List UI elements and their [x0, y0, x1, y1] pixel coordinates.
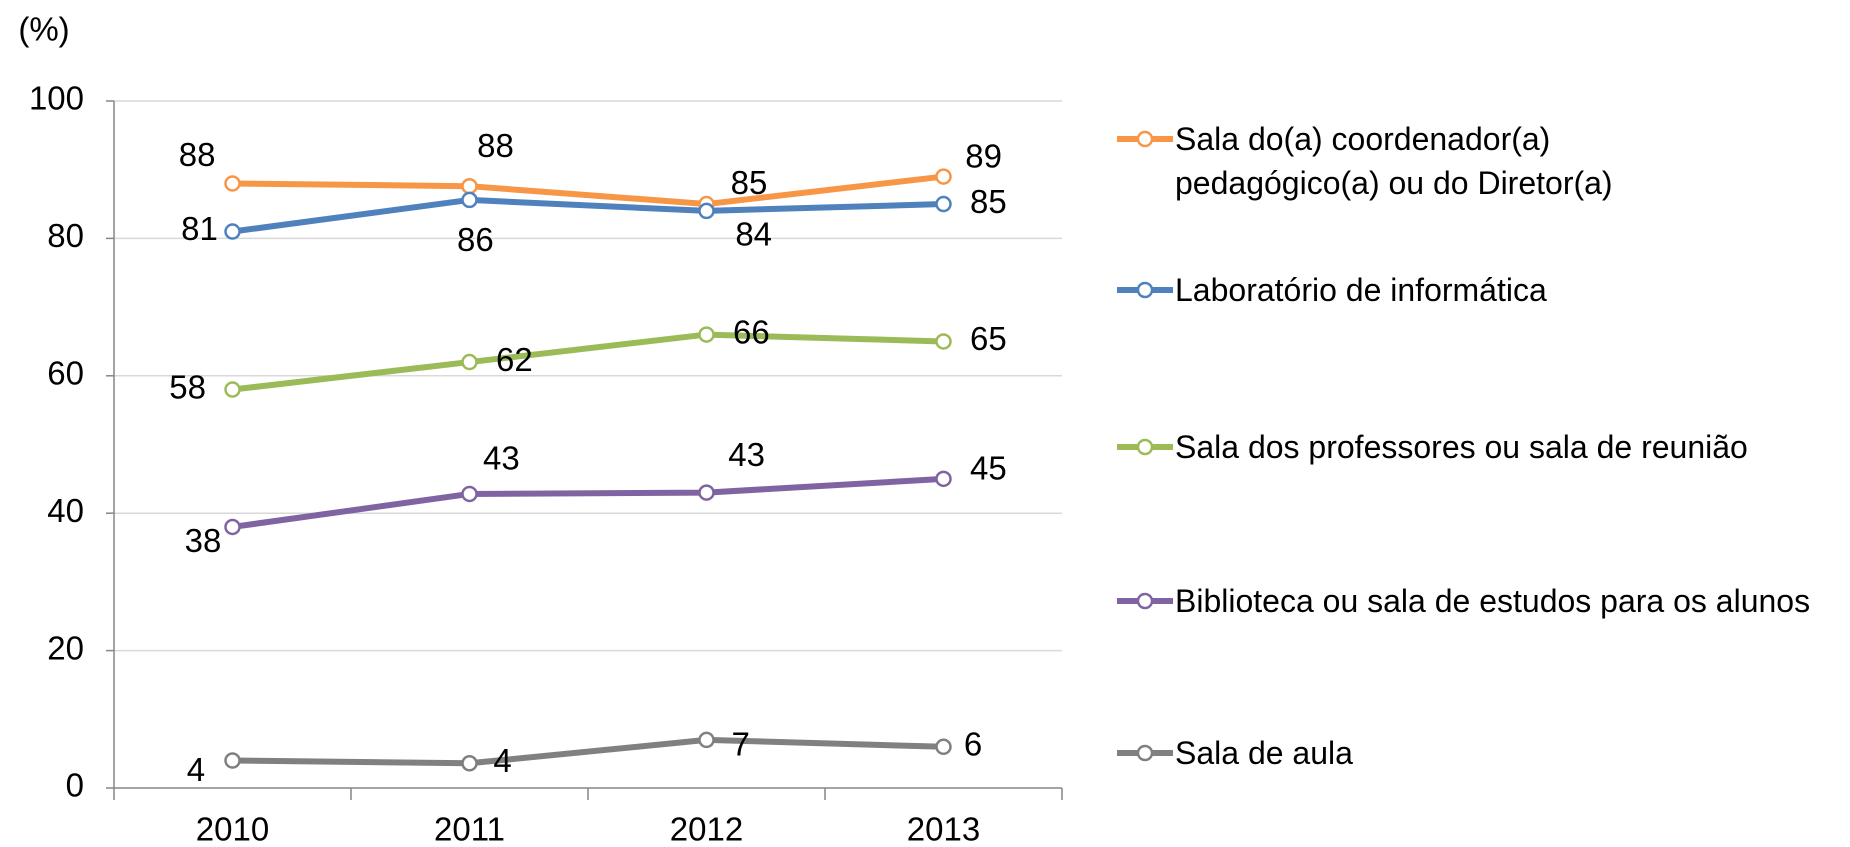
marker	[935, 195, 952, 213]
legend-swatch	[1117, 438, 1173, 456]
marker	[698, 731, 715, 749]
legend-entry: Laboratório de informática	[1115, 268, 1835, 312]
legend-marker	[1136, 281, 1154, 299]
data-label: 65	[970, 320, 1007, 357]
y-tick-label: 100	[29, 80, 84, 117]
marker	[224, 223, 241, 240]
legend-marker	[1136, 744, 1154, 762]
data-label: 4	[187, 751, 205, 788]
data-label: 85	[731, 164, 768, 201]
marker	[935, 333, 952, 350]
data-label: 84	[735, 216, 772, 253]
y-tick-label: 80	[47, 217, 84, 254]
legend-marker	[1136, 130, 1154, 148]
legend-label: Sala dos professores ou sala de reunião	[1175, 429, 1748, 465]
data-label: 6	[964, 725, 982, 762]
marker	[461, 485, 478, 503]
data-label: 38	[185, 522, 222, 559]
y-tick-label: 0	[66, 767, 84, 804]
legend: Sala do(a) coordenador(a) pedagógico(a) …	[1115, 0, 1850, 847]
data-label: 43	[728, 436, 765, 473]
legend-entry: Sala do(a) coordenador(a) pedagógico(a) …	[1115, 117, 1695, 205]
x-tick-label: 2012	[670, 811, 743, 847]
marker	[461, 191, 478, 209]
data-label: 88	[477, 127, 514, 164]
x-tick-label: 2010	[196, 811, 269, 847]
data-label: 66	[733, 313, 770, 350]
marker	[224, 175, 241, 192]
x-tick-label: 2011	[434, 811, 505, 847]
legend-swatch	[1117, 592, 1173, 610]
data-label: 4	[493, 742, 511, 779]
legend-swatch	[1117, 130, 1173, 148]
series-line	[232, 331, 944, 393]
marker	[224, 752, 241, 769]
series-line	[232, 736, 944, 767]
marker	[461, 353, 478, 371]
data-label: 81	[181, 210, 218, 247]
legend-entry: Sala dos professores ou sala de reunião	[1115, 425, 1835, 469]
data-label: 86	[457, 221, 494, 258]
legend-label: Biblioteca ou sala de estudos para os al…	[1175, 583, 1811, 619]
marker	[224, 518, 241, 536]
chart: (%) 0 20 40 60 80 100 2010 2011 2012 2013 88 88 85 89…	[18, 11, 1063, 847]
legend-entry: Biblioteca ou sala de estudos para os al…	[1115, 579, 1835, 623]
data-label: 85	[970, 183, 1007, 220]
y-tick-label: 60	[47, 355, 84, 392]
y-tick-label: 20	[47, 629, 84, 666]
series-line	[232, 173, 944, 208]
marker	[698, 202, 715, 220]
series-line	[232, 196, 944, 235]
y-tick-label: 40	[47, 492, 84, 529]
marker	[461, 755, 478, 772]
legend-swatch	[1117, 281, 1173, 299]
marker	[698, 484, 715, 501]
series-line	[232, 475, 944, 530]
x-tick-label: 2013	[907, 811, 980, 847]
data-label: 88	[179, 136, 216, 173]
marker	[224, 381, 241, 398]
data-label: 45	[970, 449, 1007, 486]
marker	[935, 470, 952, 488]
marker	[935, 738, 952, 756]
marker	[461, 177, 478, 195]
data-label: 58	[169, 368, 206, 405]
legend-label: Laboratório de informática	[1175, 272, 1547, 308]
marker	[935, 168, 952, 185]
legend-label: Sala de aula	[1175, 735, 1353, 771]
data-label: 7	[732, 726, 750, 763]
data-label: 43	[483, 440, 520, 477]
data-label: 89	[965, 138, 1002, 175]
legend-swatch	[1117, 744, 1173, 762]
legend-marker	[1136, 592, 1154, 610]
marker	[698, 326, 715, 343]
y-axis-label: (%)	[18, 11, 69, 48]
data-label: 62	[496, 341, 533, 378]
legend-entry: Sala de aula	[1115, 731, 1835, 775]
legend-marker	[1136, 438, 1154, 456]
legend-label: Sala do(a) coordenador(a) pedagógico(a) …	[1175, 121, 1613, 201]
